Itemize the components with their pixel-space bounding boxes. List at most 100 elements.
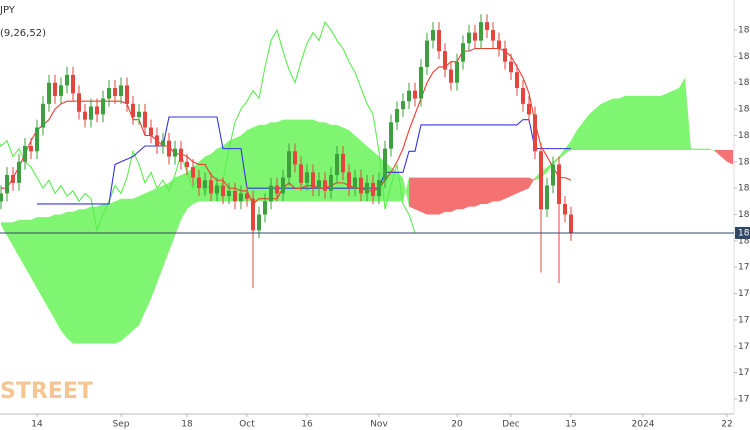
candle-body: [221, 185, 225, 197]
candle-body: [533, 114, 537, 152]
candle-body: [203, 180, 207, 189]
indicator-label: (9,26,52): [0, 28, 46, 39]
y-tick-label: 17: [738, 394, 749, 404]
candle-body: [293, 151, 297, 165]
candle-body: [563, 203, 567, 215]
candle-body: [0, 193, 3, 202]
candle-body: [119, 85, 123, 96]
candle-body: [551, 164, 555, 186]
chart-title: JPY: [0, 5, 16, 16]
candle-body: [461, 43, 465, 62]
candle-body: [521, 88, 525, 104]
y-tick-label: 18: [738, 157, 750, 167]
candle-body: [305, 172, 309, 183]
candle-body: [113, 88, 117, 96]
candle-body: [515, 72, 519, 89]
candle-body: [569, 214, 573, 233]
candle-body: [473, 32, 477, 41]
candle-body: [215, 185, 219, 194]
candle-body: [497, 40, 501, 49]
last-price-box: [735, 226, 750, 239]
candle-body: [383, 148, 387, 181]
candle-body: [509, 61, 513, 73]
candle-body: [131, 103, 135, 118]
candle-body: [65, 74, 69, 86]
candle-body: [419, 66, 423, 99]
candle-body: [89, 106, 93, 120]
candle-body: [269, 185, 273, 202]
candle-body: [299, 164, 303, 183]
y-tick-label: 18: [738, 210, 750, 220]
cloud: [409, 177, 535, 215]
x-tick-label: 15: [565, 420, 576, 430]
candle-body: [125, 85, 129, 104]
candle-body: [371, 182, 375, 197]
y-tick-label: 17: [738, 342, 749, 352]
candle-body: [239, 193, 243, 202]
candle-body: [179, 148, 183, 162]
candle-body: [491, 30, 495, 41]
candle-body: [365, 182, 369, 194]
candle-body: [149, 127, 153, 136]
candle-body: [197, 177, 201, 189]
x-tick-label: 20: [451, 420, 463, 430]
candle-body: [347, 172, 351, 189]
candle-body: [173, 148, 177, 157]
candle-body: [503, 48, 507, 62]
candle-body: [17, 161, 21, 183]
watermark: STREET: [0, 379, 93, 404]
y-tick-label: 18: [738, 26, 750, 36]
candle-body: [233, 190, 237, 202]
x-tick-label: Dec: [502, 420, 519, 430]
x-tick-label: Sep: [113, 420, 130, 430]
candle-body: [359, 177, 363, 194]
y-tick-label: 17: [738, 263, 749, 273]
candle-body: [431, 30, 435, 41]
candle-body: [275, 185, 279, 194]
y-tick-label: 18: [738, 236, 750, 246]
x-tick-label: Oct: [239, 420, 255, 430]
candle-body: [449, 69, 453, 83]
candle-body: [467, 32, 471, 44]
plot-area: [0, 14, 733, 344]
x-tick-label: 16: [301, 420, 313, 430]
kijun-line: [37, 116, 571, 205]
candle-body: [311, 172, 315, 189]
candle-body: [209, 180, 213, 194]
candle-body: [557, 164, 561, 204]
cloud: [715, 149, 733, 165]
candle-body: [425, 40, 429, 67]
candle-body: [107, 88, 111, 99]
x-tick-label: 18: [181, 420, 193, 430]
y-tick-label: 18: [738, 131, 750, 141]
candle-body: [257, 214, 261, 231]
candle-body: [59, 85, 63, 96]
candle-body: [455, 61, 459, 83]
candle-body: [539, 151, 543, 210]
candle-body: [329, 174, 333, 191]
candle-body: [41, 103, 45, 128]
candle-body: [137, 111, 141, 118]
candle-body: [287, 151, 291, 178]
candle-body: [23, 145, 27, 162]
candle-body: [101, 98, 105, 115]
candle-body: [185, 161, 189, 168]
candle-body: [389, 122, 393, 149]
candle-body: [161, 140, 165, 146]
candle-body: [527, 103, 531, 115]
candle-body: [437, 30, 441, 52]
candle-body: [245, 193, 249, 199]
y-tick-label: 18: [738, 184, 750, 194]
lagging-line: [0, 20, 416, 234]
y-tick-label: 18: [738, 78, 750, 88]
candle-body: [155, 135, 159, 146]
candle-body: [47, 82, 51, 104]
x-tick-label: 2024: [632, 420, 655, 430]
y-tick-label: 17: [738, 289, 749, 299]
candle-body: [71, 74, 75, 94]
candle-body: [317, 180, 321, 189]
x-tick-label: 22: [721, 420, 732, 430]
candle-body: [251, 198, 255, 231]
candle-body: [83, 111, 87, 120]
